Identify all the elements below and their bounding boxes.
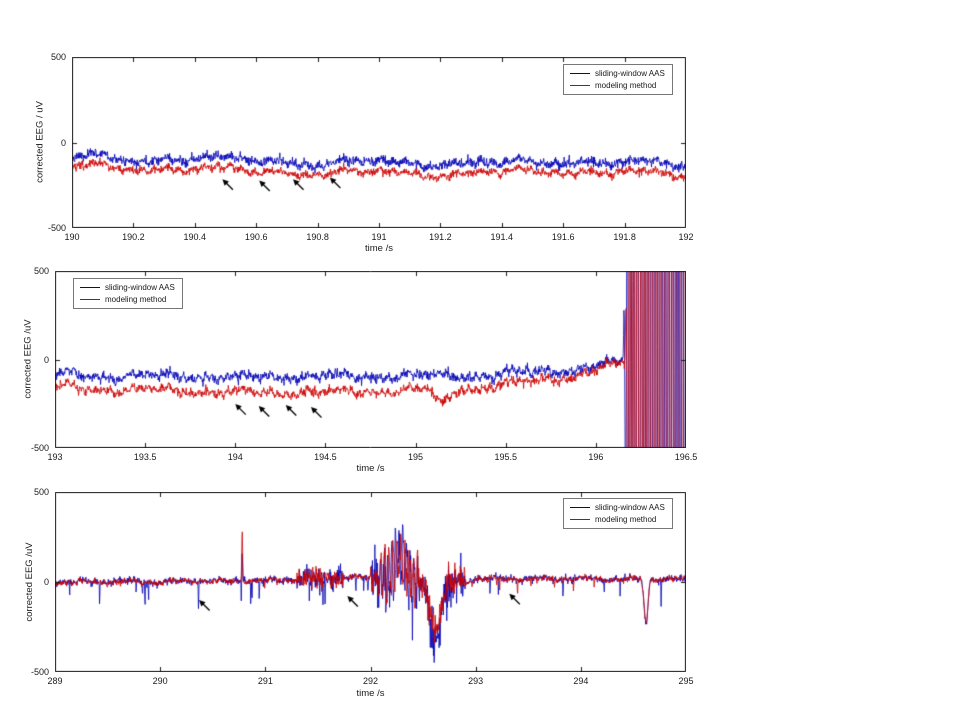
legend-entry: sliding-window AAS bbox=[570, 503, 665, 512]
legend-entry: modeling method bbox=[570, 81, 665, 90]
x-tick-label: 289 bbox=[47, 676, 63, 686]
x-axis-label: time /s bbox=[356, 463, 385, 474]
y-tick-label: 0 bbox=[60, 137, 66, 148]
y-tick-label: -500 bbox=[30, 667, 49, 677]
x-tick-label: 190.2 bbox=[122, 232, 145, 242]
x-tick-label: 295 bbox=[678, 676, 694, 686]
x-tick-label: 292 bbox=[362, 676, 379, 686]
legend-entry: modeling method bbox=[80, 295, 175, 304]
legend-line-sample-red bbox=[570, 519, 590, 520]
x-tick-label: 293 bbox=[468, 676, 484, 686]
y-tick-label: 500 bbox=[50, 52, 66, 62]
y-tick-label: -500 bbox=[47, 223, 66, 233]
x-axis-label: time /s bbox=[365, 243, 393, 254]
legend-line-sample-blue bbox=[570, 507, 590, 508]
x-tick-label: 190 bbox=[64, 232, 80, 242]
x-tick-label: 194 bbox=[227, 452, 243, 462]
y-tick-label: 500 bbox=[33, 266, 49, 276]
x-tick-label: 191.4 bbox=[490, 232, 514, 242]
x-tick-label: 190.6 bbox=[244, 232, 268, 242]
legend-line-sample-red bbox=[80, 299, 100, 300]
y-tick-label: -500 bbox=[30, 443, 49, 453]
legend-line-sample-red bbox=[570, 85, 590, 86]
x-axis-label: time /s bbox=[356, 688, 385, 699]
x-tick-label: 196 bbox=[588, 452, 604, 462]
legend-label: modeling method bbox=[595, 81, 657, 90]
x-tick-label: 191.8 bbox=[613, 232, 636, 242]
x-tick-label: 191 bbox=[371, 232, 387, 242]
y-tick-label: 0 bbox=[43, 354, 49, 365]
x-tick-label: 195.5 bbox=[494, 452, 517, 462]
legend-label: sliding-window AAS bbox=[595, 69, 665, 78]
x-tick-label: 196.5 bbox=[674, 452, 698, 462]
x-tick-label: 294 bbox=[573, 676, 589, 686]
x-tick-label: 191.6 bbox=[551, 232, 575, 242]
x-tick-label: 291 bbox=[257, 676, 273, 686]
legend-entry: sliding-window AAS bbox=[80, 283, 175, 292]
x-tick-label: 191.2 bbox=[429, 232, 452, 242]
legend-line-sample-blue bbox=[570, 73, 590, 74]
x-tick-label: 193 bbox=[47, 452, 63, 462]
legend-label: modeling method bbox=[595, 515, 657, 524]
y-tick-label: 0 bbox=[43, 577, 49, 587]
x-tick-label: 190.8 bbox=[306, 232, 329, 242]
x-tick-label: 190.4 bbox=[183, 232, 207, 242]
y-tick-label: 500 bbox=[33, 487, 49, 497]
x-tick-label: 192 bbox=[678, 232, 694, 242]
x-tick-label: 193.5 bbox=[133, 452, 157, 462]
legend-entry: sliding-window AAS bbox=[570, 69, 665, 78]
legend: sliding-window AAS modeling method bbox=[563, 498, 673, 529]
x-tick-label: 195 bbox=[408, 452, 424, 462]
legend-label: sliding-window AAS bbox=[105, 283, 175, 292]
legend-label: sliding-window AAS bbox=[595, 503, 665, 512]
legend-entry: modeling method bbox=[570, 515, 665, 524]
x-tick-label: 290 bbox=[152, 676, 168, 686]
legend-line-sample-blue bbox=[80, 287, 100, 288]
legend: sliding-window AAS modeling method bbox=[73, 278, 183, 309]
x-tick-label: 194.5 bbox=[314, 452, 337, 462]
legend-label: modeling method bbox=[105, 295, 167, 304]
legend: sliding-window AAS modeling method bbox=[563, 64, 673, 95]
